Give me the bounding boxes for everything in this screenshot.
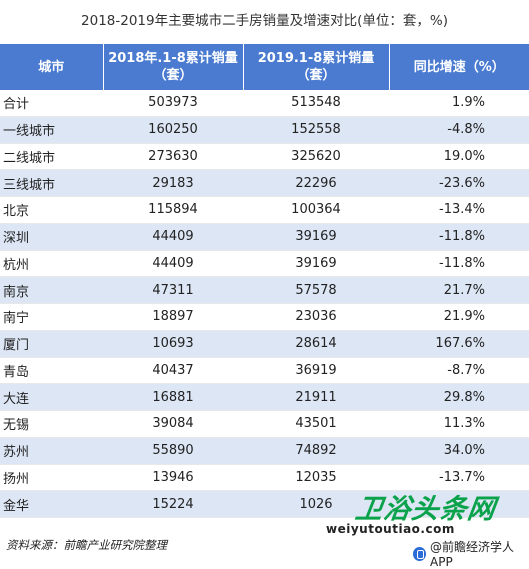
cell-growth: 21.7% [389,276,529,304]
cell-2019: 23036 [243,303,389,331]
cell-city: 合计 [0,90,103,117]
watermark-logo: 卫浴头条网 [353,494,498,525]
cell-growth: 1.9% [389,90,529,117]
cell-2019: 39169 [243,250,389,278]
cell-city: 青岛 [0,357,103,385]
cell-city: 二线城市 [0,143,103,171]
table-row: 合计 503973 513548 1.9% [0,90,529,117]
cell-2019: 28614 [243,330,389,358]
cell-city: 厦门 [0,330,103,358]
header-city: 城市 [0,44,104,90]
cell-2019: 1026 [243,490,389,518]
cell-city: 深圳 [0,223,103,251]
table-row: 扬州 13946 12035 -13.7% [0,464,529,492]
cell-city: 扬州 [0,464,103,492]
table-row: 南京 47311 57578 21.7% [0,276,529,304]
table-row: 深圳 44409 39169 -11.8% [0,223,529,251]
cell-2019: 513548 [243,90,389,117]
cell-2019: 39169 [243,223,389,251]
table-row: 无锡 39084 43501 11.3% [0,410,529,438]
cell-2018: 40437 [103,357,243,385]
table-row: 苏州 55890 74892 34.0% [0,437,529,465]
cell-city: 三线城市 [0,169,103,197]
cell-city: 北京 [0,196,103,224]
cell-2018: 503973 [103,90,243,117]
cell-growth: 11.3% [389,410,529,438]
cell-growth [389,490,529,518]
table-row: 一线城市 160250 152558 -4.8% [0,116,529,144]
header-2018-sales: 2018年.1-8累计销量（套） [103,44,244,90]
cell-2018: 115894 [103,196,243,224]
cell-2019: 36919 [243,357,389,385]
cell-2018: 55890 [103,437,243,465]
table-row: 金华 15224 1026 [0,490,529,518]
cell-2018: 15224 [103,490,243,518]
cell-2018: 10693 [103,330,243,358]
table-row: 厦门 10693 28614 167.6% [0,330,529,358]
table-row: 南宁 18897 23036 21.9% [0,303,529,331]
header-row: 城市 2018年.1-8累计销量（套） 2019.1-8累计销量（套） 同比增速… [0,44,529,90]
cell-growth: -13.7% [389,464,529,492]
cell-2019: 74892 [243,437,389,465]
credit-text: @前瞻经济学人APP [430,540,515,569]
cell-city: 大连 [0,383,103,411]
watermark-url: weiyutoutiao.com [326,522,455,536]
cell-growth: -8.7% [389,357,529,385]
cell-city: 南京 [0,276,103,304]
cell-city: 无锡 [0,410,103,438]
cell-growth: 34.0% [389,437,529,465]
cell-2019: 57578 [243,276,389,304]
cell-growth: 167.6% [389,330,529,358]
cell-growth: 29.8% [389,383,529,411]
table-row: 三线城市 29183 22296 -23.6% [0,169,529,197]
qianzhan-logo-icon [413,546,426,561]
cell-2018: 13946 [103,464,243,492]
cell-2018: 273630 [103,143,243,171]
cell-growth: -13.4% [389,196,529,224]
cell-2019: 100364 [243,196,389,224]
cell-2018: 39084 [103,410,243,438]
cell-2018: 47311 [103,276,243,304]
cell-2019: 152558 [243,116,389,144]
cell-city: 一线城市 [0,116,103,144]
table-row: 青岛 40437 36919 -8.7% [0,357,529,385]
cell-2019: 21911 [243,383,389,411]
cell-2019: 43501 [243,410,389,438]
cell-city: 南宁 [0,303,103,331]
header-growth: 同比增速（%） [389,44,529,90]
cell-2018: 44409 [103,223,243,251]
cell-city: 金华 [0,490,103,518]
cell-2018: 160250 [103,116,243,144]
cell-2019: 12035 [243,464,389,492]
cell-2018: 18897 [103,303,243,331]
table-row: 大连 16881 21911 29.8% [0,383,529,411]
cell-2019: 22296 [243,169,389,197]
cell-city: 杭州 [0,250,103,278]
sales-table: 城市 2018年.1-8累计销量（套） 2019.1-8累计销量（套） 同比增速… [0,44,529,518]
cell-growth: 19.0% [389,143,529,171]
cell-growth: -23.6% [389,169,529,197]
credit: @前瞻经济学人APP [413,538,529,569]
header-2019-sales: 2019.1-8累计销量（套） [243,44,390,90]
table-row: 二线城市 273630 325620 19.0% [0,143,529,171]
cell-2018: 29183 [103,169,243,197]
cell-growth: -4.8% [389,116,529,144]
cell-2018: 44409 [103,250,243,278]
table-title: 2018-2019年主要城市二手房销量及增速对比(单位：套，%) [81,13,448,29]
cell-2018: 16881 [103,383,243,411]
table-row: 北京 115894 100364 -13.4% [0,196,529,224]
cell-city: 苏州 [0,437,103,465]
table-row: 杭州 44409 39169 -11.8% [0,250,529,278]
cell-growth: -11.8% [389,223,529,251]
cell-growth: 21.9% [389,303,529,331]
source-note: 资料来源：前瞻产业研究院整理 [6,538,167,552]
cell-2019: 325620 [243,143,389,171]
cell-growth: -11.8% [389,250,529,278]
